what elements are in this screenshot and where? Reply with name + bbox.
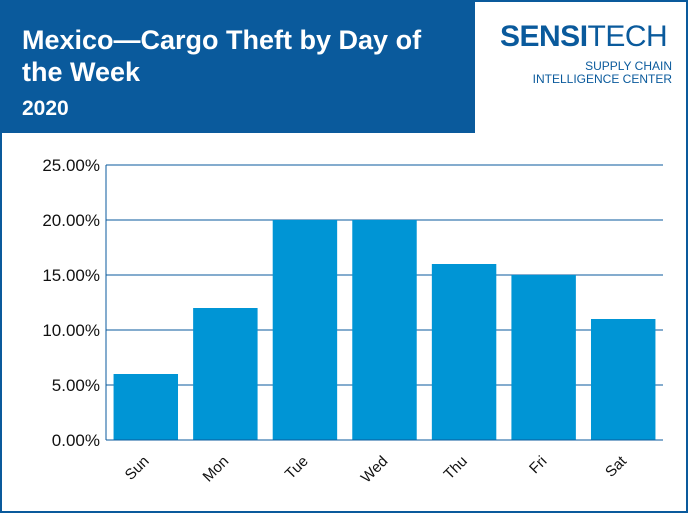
x-tick-label: Wed bbox=[358, 453, 392, 487]
chart-title: Mexico—Cargo Theft by Day of the Week bbox=[22, 25, 422, 87]
bar-fri bbox=[511, 275, 576, 440]
x-tick-label: Mon bbox=[200, 453, 233, 486]
bar-thu bbox=[431, 264, 497, 440]
logo-wordmark-bold: SENSI bbox=[500, 20, 588, 53]
x-tick-label: Sun bbox=[122, 453, 153, 484]
chart-subtitle: 2020 bbox=[22, 97, 69, 120]
bar-sun bbox=[113, 374, 179, 440]
x-tick-label: Thu bbox=[441, 453, 471, 483]
y-tick-label: 0.00% bbox=[52, 431, 100, 450]
y-tick-label: 10.00% bbox=[42, 321, 100, 340]
bar-sat bbox=[590, 319, 656, 440]
logo-tagline-2: INTELLIGENCE CENTER bbox=[532, 72, 672, 86]
y-tick-label: 5.00% bbox=[52, 376, 100, 395]
bar-tue bbox=[272, 220, 338, 440]
bar-mon bbox=[193, 308, 258, 440]
logo-wordmark-light: TECH bbox=[587, 20, 668, 53]
sensitech-logo: SENSITECH SUPPLY CHAIN INTELLIGENCE CENT… bbox=[480, 2, 686, 133]
y-tick-label: 25.00% bbox=[42, 156, 100, 175]
bar-chart: 0.00% 5.00% 10.00% 15.00% 20.00% 25.00% Sun Mon… bbox=[42, 156, 663, 487]
logo-wordmark: SENSITECH bbox=[500, 20, 668, 54]
logo-tagline-1: SUPPLY CHAIN bbox=[585, 59, 672, 73]
bar-wed bbox=[352, 220, 417, 440]
y-tick-label: 15.00% bbox=[42, 266, 100, 285]
x-tick-label: Tue bbox=[282, 453, 312, 483]
y-tick-label: 20.00% bbox=[42, 211, 100, 230]
x-tick-label: Sat bbox=[602, 452, 631, 481]
x-tick-label: Fri bbox=[526, 453, 550, 477]
title-banner: Mexico—Cargo Theft by Day of the Week 20… bbox=[2, 2, 475, 133]
